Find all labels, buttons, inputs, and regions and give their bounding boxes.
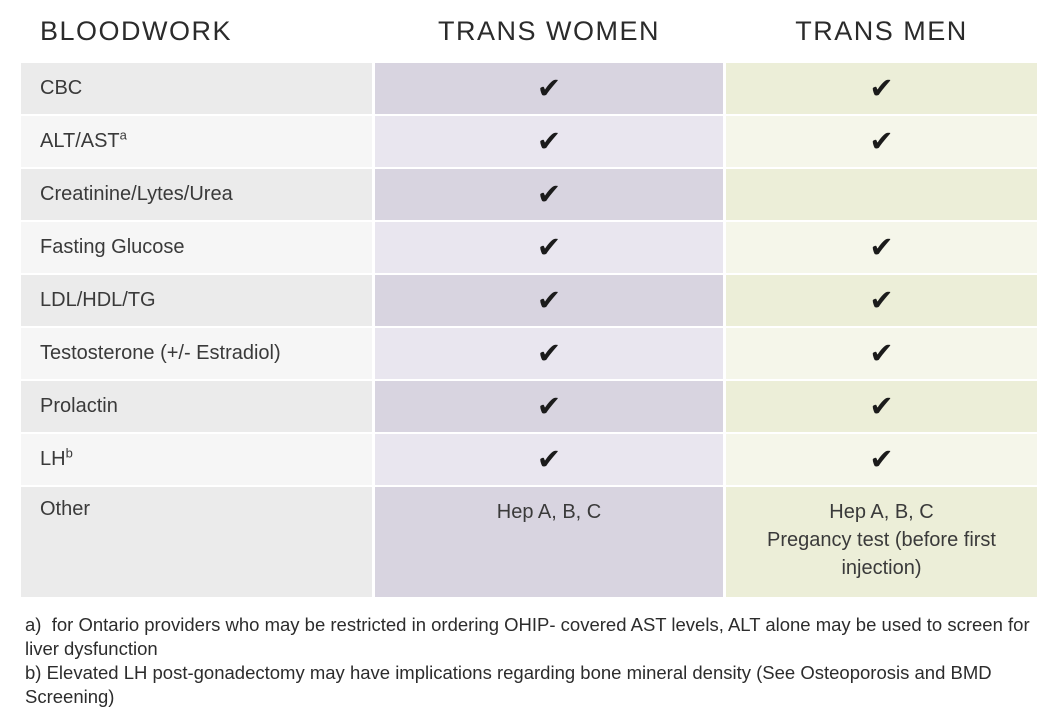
footnote-b: b) Elevated LH post-gonadectomy may have… [25, 662, 997, 707]
table-row: Creatinine/Lytes/Urea ✔ [21, 169, 1037, 220]
cell-trans-women: Hep A, B, C [375, 487, 723, 597]
cell-text-line: Hep A, B, C [496, 501, 602, 523]
cell-bloodwork-label: Prolactin [21, 381, 372, 432]
check-icon: ✔ [869, 124, 894, 158]
row-label-text: ALT/AST [40, 130, 120, 152]
table-row: LHb ✔ ✔ [21, 434, 1037, 485]
footnote-a: a) for Ontario providers who may be rest… [25, 614, 1035, 659]
row-label-text: CBC [40, 77, 83, 99]
cell-trans-women: ✔ [375, 275, 723, 326]
cell-trans-women: ✔ [375, 381, 723, 432]
check-icon: ✔ [536, 336, 562, 370]
check-icon: ✔ [869, 230, 894, 264]
check-icon: ✔ [536, 230, 562, 264]
check-icon: ✔ [536, 283, 562, 317]
cell-trans-men: ✔ [726, 381, 1037, 432]
cell-bloodwork-label: CBC [21, 63, 372, 114]
header-trans-women: TRANS WOMEN [438, 15, 660, 46]
row-label-text: Fasting Glucose [40, 236, 185, 258]
cell-trans-women: ✔ [375, 222, 723, 273]
table-row: Testosterone (+/- Estradiol) ✔ ✔ [21, 328, 1037, 379]
row-label: Fasting Glucose [40, 236, 185, 259]
row-label-text: LDL/HDL/TG [40, 289, 156, 311]
cell-trans-women: ✔ [375, 116, 723, 167]
row-label-text: Prolactin [40, 395, 118, 417]
header-trans-men: TRANS MEN [795, 15, 968, 46]
row-label-superscript: a [119, 127, 127, 143]
row-label-text: Other [40, 498, 91, 520]
cell-trans-men: Hep A, B, C Pregancy test (before first i… [726, 487, 1037, 597]
cell-trans-women: ✔ [375, 328, 723, 379]
row-label: Testosterone (+/- Estradiol) [40, 342, 281, 365]
check-icon: ✔ [869, 389, 894, 423]
row-label: Prolactin [40, 395, 118, 418]
row-label-text: Creatinine/Lytes/Urea [40, 183, 233, 205]
table-row: ALT/ASTa ✔ ✔ [21, 116, 1037, 167]
cell-bloodwork-label: Testosterone (+/- Estradiol) [21, 328, 372, 379]
check-icon: ✔ [869, 442, 894, 476]
cell-trans-men: ✔ [726, 275, 1037, 326]
cell-bloodwork-label: Creatinine/Lytes/Urea [21, 169, 372, 220]
check-icon: ✔ [869, 336, 894, 370]
cell-trans-women: ✔ [375, 169, 723, 220]
table-row: LDL/HDL/TG ✔ ✔ [21, 275, 1037, 326]
cell-bloodwork-label: Fasting Glucose [21, 222, 372, 273]
cell-bloodwork-label: LDL/HDL/TG [21, 275, 372, 326]
table-header-row: BLOODWORK TRANS WOMEN TRANS MEN [21, 12, 1037, 50]
row-label: Other [40, 498, 90, 521]
table-row: Prolactin ✔ ✔ [21, 381, 1037, 432]
row-label: LDL/HDL/TG [40, 289, 156, 312]
row-label: CBC [40, 77, 82, 100]
cell-bloodwork-label: Other [21, 487, 372, 597]
cell-bloodwork-label: LHb [21, 434, 372, 485]
cell-text-line: Hep A, B, C [829, 501, 934, 523]
cell-trans-men: ✔ [726, 328, 1037, 379]
check-icon: ✔ [869, 71, 894, 105]
check-icon: ✔ [536, 177, 562, 211]
row-label-text: Testosterone (+/- Estradiol) [40, 342, 281, 364]
table-row: Other Hep A, B, C Hep A, B, C Pregancy te… [21, 487, 1037, 597]
cell-trans-men: ✔ [726, 116, 1037, 167]
cell-bloodwork-label: ALT/ASTa [21, 116, 372, 167]
row-label: ALT/ASTa [40, 127, 127, 153]
cell-trans-men: ✔ [726, 63, 1037, 114]
check-icon: ✔ [536, 124, 562, 158]
row-label-superscript: b [65, 445, 73, 461]
cell-trans-women: ✔ [375, 434, 723, 485]
check-icon: ✔ [536, 389, 562, 423]
row-label: LHb [40, 445, 73, 471]
footnotes: a) for Ontario providers who may be rest… [25, 613, 1030, 709]
cell-text-line: Pregancy test (before first injection) [767, 529, 996, 579]
table-row: CBC ✔ ✔ [21, 63, 1037, 114]
table-row: Fasting Glucose ✔ ✔ [21, 222, 1037, 273]
header-bloodwork: BLOODWORK [40, 15, 233, 46]
cell-trans-men [726, 169, 1037, 220]
row-label-text: LH [40, 448, 66, 470]
table-body: CBC ✔ ✔ ALT/ASTa ✔ ✔ Creatinine/Lytes/Ur… [21, 63, 1037, 597]
row-label: Creatinine/Lytes/Urea [40, 183, 233, 206]
cell-trans-women: ✔ [375, 63, 723, 114]
check-icon: ✔ [536, 71, 562, 105]
cell-trans-men: ✔ [726, 434, 1037, 485]
cell-trans-men: ✔ [726, 222, 1037, 273]
check-icon: ✔ [536, 442, 562, 476]
check-icon: ✔ [869, 283, 894, 317]
